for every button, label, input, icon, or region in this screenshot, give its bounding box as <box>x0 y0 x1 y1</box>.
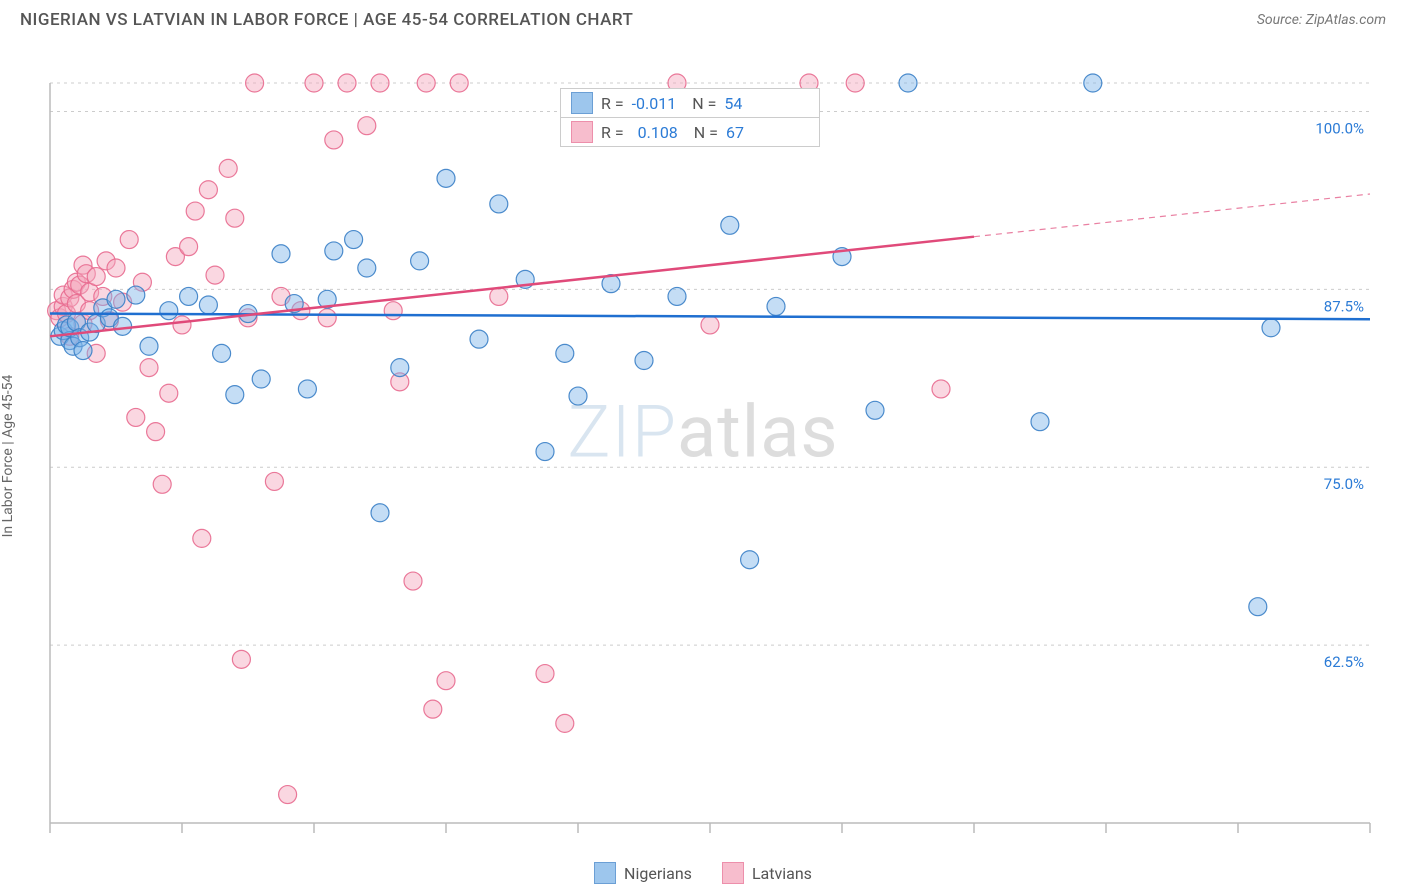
legend-row-series1: R = -0.011 N = 54 <box>561 89 819 118</box>
legend-row-series2: R = 0.108 N = 67 <box>561 118 819 146</box>
n-value-series2: 67 <box>726 123 744 142</box>
r-value-series1: -0.011 <box>632 94 677 113</box>
swatch-series1 <box>571 92 593 114</box>
legend-item-series2: Latvians <box>722 862 812 884</box>
source-label: Source: ZipAtlas.com <box>1257 12 1386 28</box>
legend-item-series1: Nigerians <box>594 862 692 884</box>
n-label: N = <box>692 94 716 113</box>
svg-text:62.5%: 62.5% <box>1324 653 1364 671</box>
r-label: R = <box>601 94 624 113</box>
chart-area: In Labor Force | Age 45-54 75.0% 100.0% 62… <box>0 38 1406 858</box>
series2-name: Latvians <box>752 864 812 883</box>
n-label: N = <box>694 123 718 142</box>
y-axis-label: In Labor Force | Age 45-54 <box>0 375 16 538</box>
r-value-series2: 0.108 <box>638 123 678 142</box>
correlation-legend: R = -0.011 N = 54 R = 0.108 N = 67 <box>560 88 820 147</box>
scatter-chart: 75.0%100.0%62.5%87.5%0.0%20.0% <box>0 38 1406 833</box>
swatch-series1-bottom <box>594 862 616 884</box>
svg-text:87.5%: 87.5% <box>1324 297 1364 315</box>
svg-text:75.0%: 75.0% <box>1324 475 1364 493</box>
chart-title: NIGERIAN VS LATVIAN IN LABOR FORCE | AGE… <box>20 10 633 30</box>
n-value-series1: 54 <box>724 94 742 113</box>
r-label: R = <box>601 123 624 142</box>
series1-name: Nigerians <box>624 864 692 883</box>
svg-text:100.0%: 100.0% <box>1315 119 1364 137</box>
swatch-series2 <box>571 121 593 143</box>
swatch-series2-bottom <box>722 862 744 884</box>
series-legend: Nigerians Latvians <box>0 858 1406 884</box>
